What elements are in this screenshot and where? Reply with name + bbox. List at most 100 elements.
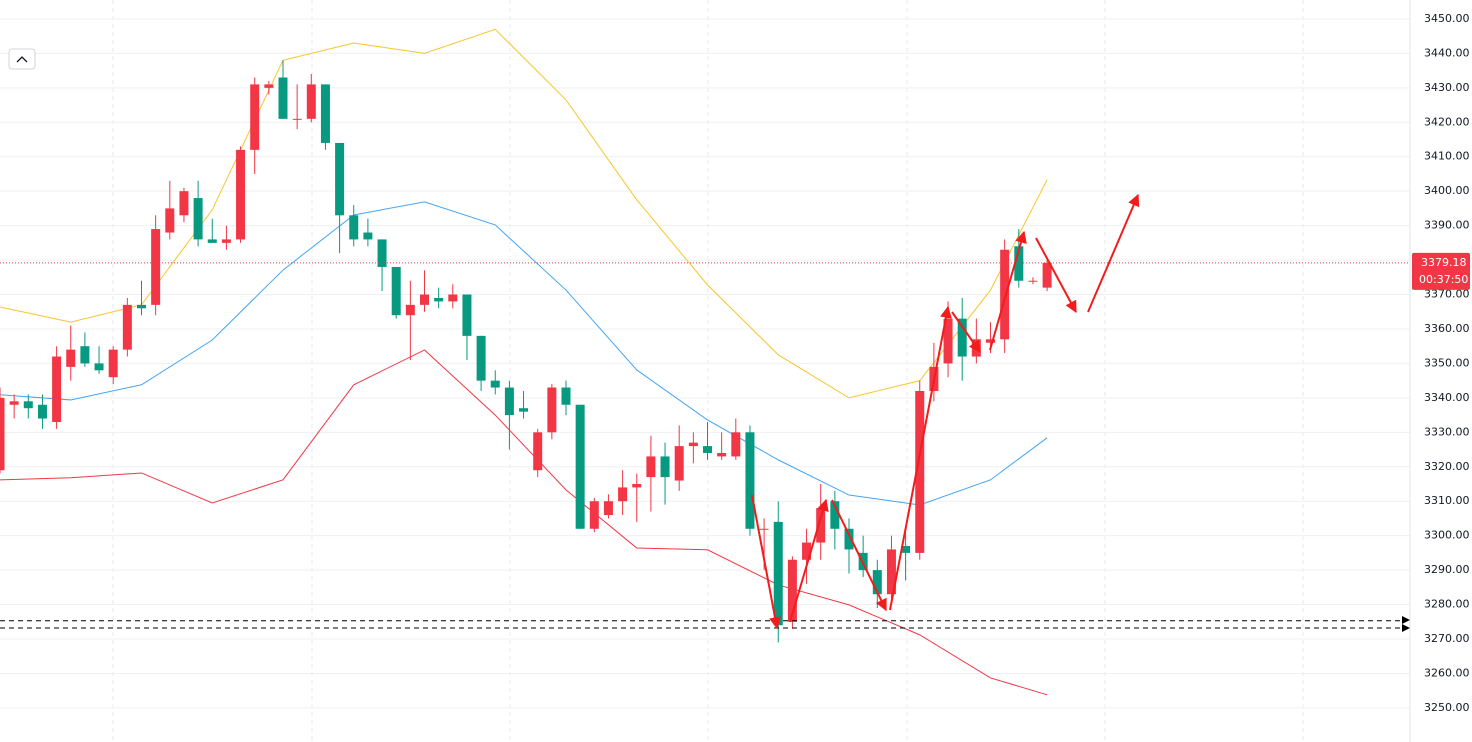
candle-body — [377, 239, 387, 267]
candle-body — [1000, 249, 1010, 340]
candle-body — [80, 346, 90, 364]
candle-body — [363, 232, 373, 240]
candle-body — [745, 432, 755, 529]
candle-body — [901, 545, 911, 553]
countdown-label: 00:37:50 — [1419, 273, 1468, 286]
y-tick-label: 3370.00 — [1424, 288, 1470, 301]
y-tick-label: 3420.00 — [1424, 115, 1470, 128]
candle-body — [1028, 280, 1038, 282]
candle-body — [405, 304, 415, 316]
band-line — [0, 28, 1048, 399]
y-tick-label: 3330.00 — [1424, 425, 1470, 438]
candle-body — [37, 404, 47, 419]
candle-body — [632, 483, 642, 488]
candle-body — [122, 304, 132, 350]
last-price-label: 3379.18 — [1421, 256, 1467, 269]
candle-body — [802, 542, 812, 560]
candle-body — [349, 215, 359, 240]
y-tick-label: 3440.00 — [1424, 46, 1470, 59]
candle-body — [207, 239, 217, 243]
candle-body — [165, 208, 175, 233]
candle-body — [179, 191, 189, 216]
candle-body — [773, 521, 783, 626]
candle-body — [137, 304, 146, 309]
candle-body — [830, 501, 840, 529]
candle-body — [603, 501, 613, 515]
plot — [0, 18, 1410, 709]
candle-body — [915, 390, 925, 553]
candle-body — [151, 229, 161, 305]
candle-body — [787, 559, 797, 622]
drawings — [751, 193, 1140, 630]
candle-body — [391, 266, 401, 316]
candle-body — [816, 508, 826, 543]
candle-body — [476, 335, 486, 381]
candle-body — [561, 387, 571, 405]
candle-body — [717, 452, 727, 457]
y-tick-label: 3340.00 — [1424, 391, 1470, 404]
y-tick-label: 3270.00 — [1424, 632, 1470, 645]
candle-body — [618, 487, 628, 502]
y-tick-label: 3280.00 — [1424, 598, 1470, 611]
candle-body — [335, 142, 345, 216]
candle-body — [193, 198, 203, 240]
y-tick-label: 3350.00 — [1424, 356, 1470, 369]
y-tick-label: 3320.00 — [1424, 460, 1470, 473]
y-tick-label: 3290.00 — [1424, 563, 1470, 576]
candle-body — [872, 570, 882, 595]
candle-body — [688, 442, 698, 447]
candle-body — [9, 401, 19, 405]
y-tick-label: 3300.00 — [1424, 529, 1470, 542]
candle-body — [575, 404, 585, 529]
candle-body — [703, 446, 712, 453]
candle-body — [1042, 262, 1052, 288]
candle-body — [1014, 246, 1024, 281]
y-tick-label: 3430.00 — [1424, 81, 1470, 94]
candle-body — [490, 380, 500, 388]
candle-body — [320, 84, 330, 143]
candle-body — [94, 363, 104, 371]
candle-body — [731, 432, 741, 457]
candle-body — [66, 349, 76, 367]
y-tick-label: 3400.00 — [1424, 184, 1470, 197]
candle-body — [674, 446, 684, 481]
button-frame[interactable] — [8, 48, 36, 70]
level-markers — [1402, 616, 1410, 632]
candle-body — [278, 77, 288, 119]
chevron-up[interactable] — [16, 56, 28, 63]
candle-body — [23, 401, 33, 409]
y-tick-label: 3450.00 — [1424, 12, 1470, 25]
candle-body — [52, 356, 62, 422]
y-tick-label: 3360.00 — [1424, 322, 1470, 335]
candle-body — [420, 294, 429, 305]
candle-body — [0, 397, 5, 471]
candle-body — [108, 349, 118, 378]
band-line — [0, 349, 1048, 696]
band-line — [0, 201, 1048, 506]
candle-body — [986, 339, 995, 343]
y-tick-label: 3310.00 — [1424, 494, 1470, 507]
candle-body — [448, 294, 458, 302]
candle-body — [221, 239, 231, 243]
candle-body — [533, 432, 543, 471]
candle-body — [589, 501, 599, 529]
candle-body — [646, 456, 656, 478]
y-tick-label: 3390.00 — [1424, 219, 1470, 232]
candle-body — [957, 318, 967, 357]
candle-body — [462, 294, 472, 336]
candle-body — [886, 549, 896, 595]
y-tick-label: 3250.00 — [1424, 701, 1470, 714]
y-tick-label: 3410.00 — [1424, 150, 1470, 163]
candle-body — [264, 84, 274, 88]
candle-body — [547, 387, 557, 433]
candle-body — [306, 84, 316, 119]
candle-body — [250, 84, 260, 150]
candle-body — [504, 387, 514, 416]
time-grid — [112, 0, 1304, 742]
candle-body — [434, 297, 444, 302]
candle-body — [759, 528, 769, 530]
price-label-box — [1412, 252, 1470, 290]
candle-body — [519, 408, 529, 412]
collapse-button[interactable] — [8, 48, 36, 70]
